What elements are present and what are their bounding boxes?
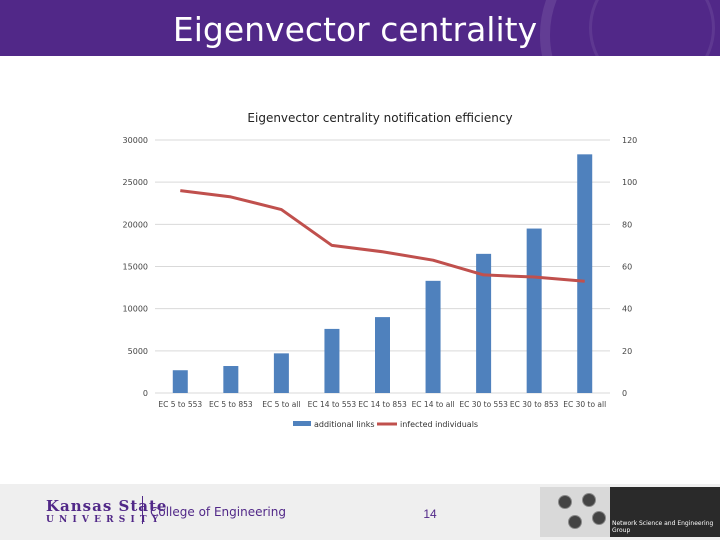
network-graph-icon [540,487,610,537]
left-tick-label: 20000 [123,220,148,229]
right-tick-label: 100 [622,178,637,187]
legend-label: infected individuals [400,420,478,429]
left-tick-label: 5000 [128,347,148,356]
bar [577,154,593,393]
footer-divider [142,496,143,524]
network-group-logo [540,487,720,537]
group-name: Network Science and Engineering Group [612,520,714,534]
page-number: 14 [423,507,437,521]
bar [526,228,542,393]
category-label: EC 5 to 553 [158,400,202,409]
category-label: EC 30 to 853 [510,400,559,409]
category-axis: EC 5 to 553 EC 5 to 853 EC 5 to all EC 14 t… [158,400,606,409]
university-seal-ring-icon [589,0,715,56]
right-tick-label: 40 [622,305,632,314]
category-label: EC 14 to 553 [308,400,357,409]
right-tick-label: 60 [622,263,632,272]
right-tick-label: 20 [622,347,632,356]
chart: 0 5000 10000 15000 20000 25000 30000 0 20 40 60 80… [123,136,638,429]
category-label: EC 30 to all [563,400,606,409]
university-name: Kansas State [46,497,168,515]
network-node-icon [558,495,572,509]
network-node-icon [592,511,606,525]
header-bar: Eigenvector centrality [0,0,720,56]
legend-swatch-bar [293,421,311,426]
university-seal-icon [540,0,720,56]
bar [223,366,239,393]
bar [172,370,188,393]
network-node-icon [568,515,582,529]
line-series [180,189,585,283]
right-tick-label: 0 [622,389,627,398]
chart-title: Eigenvector centrality notification effi… [247,111,513,125]
college-name: College of Engineering [150,505,286,519]
category-label: EC 14 to 853 [358,400,407,409]
bar-series [172,154,593,393]
bar [273,353,289,393]
left-tick-label: 30000 [123,136,148,145]
left-tick-label: 0 [143,389,148,398]
network-node-icon [582,493,596,507]
left-tick-label: 10000 [123,305,148,314]
legend-label: additional links [314,420,375,429]
bar [324,328,340,393]
left-tick-label: 25000 [123,178,148,187]
category-label: EC 5 to all [262,400,300,409]
bar [375,317,390,393]
legend: additional links infected individuals [293,420,478,429]
right-tick-label: 80 [622,220,632,229]
bar [425,280,441,393]
left-axis: 0 5000 10000 15000 20000 25000 30000 [123,136,148,398]
university-subtitle: UNIVERSITY [46,515,164,525]
category-label: EC 30 to 553 [459,400,508,409]
category-label: EC 5 to 853 [209,400,253,409]
right-axis: 0 20 40 60 80 100 120 [622,136,637,398]
bar [476,253,492,393]
category-label: EC 14 to all [412,400,455,409]
left-tick-label: 15000 [123,263,148,272]
right-tick-label: 120 [622,136,637,145]
slide-title: Eigenvector centrality [172,10,538,49]
series-line [180,189,585,283]
